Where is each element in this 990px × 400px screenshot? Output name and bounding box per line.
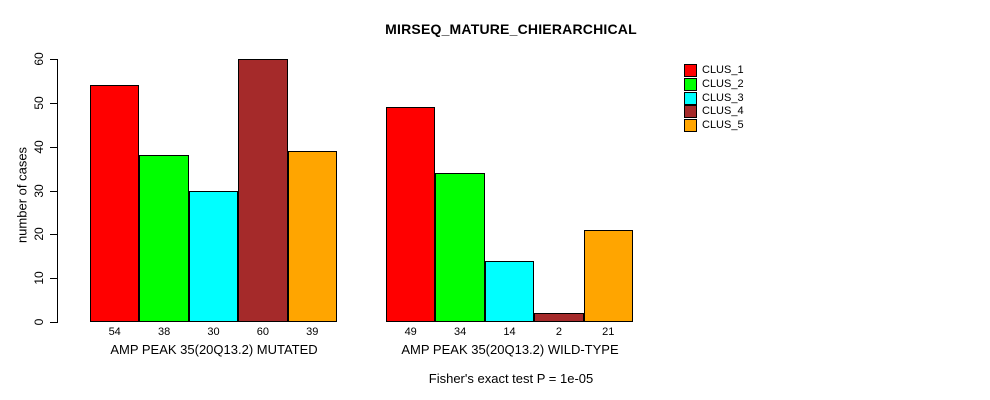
- bar-value-label: 54: [108, 326, 121, 338]
- legend-item: CLUS_1: [684, 64, 744, 77]
- y-tick-label: 0: [32, 318, 46, 326]
- y-axis-tick: [50, 278, 57, 280]
- y-axis-tick: [50, 102, 57, 104]
- legend-label: CLUS_5: [702, 119, 744, 132]
- legend-item: CLUS_4: [684, 105, 744, 119]
- legend-swatch-clus_3: [684, 91, 697, 105]
- y-tick-label: 50: [32, 96, 46, 110]
- y-axis-tick: [50, 234, 57, 236]
- bar-value-label: 30: [207, 326, 220, 338]
- bar-clus_3-group2: [484, 260, 535, 322]
- legend-item: CLUS_5: [684, 119, 744, 133]
- bar-value-label: 39: [306, 326, 319, 338]
- bar-value-label: 38: [157, 326, 171, 338]
- bar-clus_2-group2: [435, 172, 485, 322]
- bar-clus_5-group2: [583, 229, 633, 322]
- y-axis-line: [57, 59, 58, 323]
- y-tick-label: 30: [32, 183, 46, 198]
- legend-label: CLUS_4: [702, 105, 744, 118]
- legend-label: CLUS_3: [702, 91, 744, 104]
- legend-swatch-clus_1: [684, 64, 697, 77]
- x-group-label-wildtype: AMP PEAK 35(20Q13.2) WILD-TYPE: [401, 342, 619, 357]
- bar-value-label: 21: [602, 326, 615, 338]
- bar-value-label: 60: [256, 326, 269, 338]
- legend: CLUS_1 CLUS_2 CLUS_3 CLUS_4 CLUS_5: [684, 64, 804, 144]
- y-axis-label: number of cases: [14, 146, 30, 244]
- legend-label: CLUS_2: [702, 77, 744, 90]
- bar-clus_5-group1: [287, 151, 337, 322]
- legend-swatch-clus_2: [684, 77, 697, 91]
- bar-clus_1-group1: [90, 85, 140, 322]
- y-axis-tick: [50, 190, 57, 192]
- bar-clus_2-group1: [139, 155, 189, 322]
- chart-title: MIRSEQ_MATURE_CHIERARCHICAL: [385, 21, 637, 37]
- bar-value-label: 2: [555, 326, 562, 338]
- bar-clus_4-group1: [238, 59, 288, 322]
- bar-value-label: 14: [503, 326, 516, 338]
- bar-value-label: 34: [453, 326, 467, 338]
- y-axis-tick: [50, 146, 57, 148]
- bar-clus_4-group2: [534, 313, 584, 322]
- legend-label: CLUS_1: [702, 64, 744, 76]
- x-group-label-mutated: AMP PEAK 35(20Q13.2) MUTATED: [110, 342, 318, 357]
- legend-item: CLUS_2: [684, 77, 744, 91]
- y-tick-label: 60: [32, 52, 46, 66]
- bar-clus_3-group1: [188, 190, 239, 322]
- legend-swatch-clus_5: [684, 119, 697, 133]
- y-tick-label: 20: [32, 227, 46, 242]
- y-tick-label: 10: [32, 271, 46, 285]
- legend-item: CLUS_3: [684, 91, 744, 105]
- legend-swatch-clus_4: [684, 105, 697, 119]
- y-axis-tick: [50, 322, 57, 323]
- bar-value-label: 49: [404, 326, 417, 338]
- bar-clus_1-group2: [386, 107, 436, 322]
- y-axis-tick: [50, 59, 57, 60]
- fisher-test-annotation: Fisher's exact test P = 1e-05: [428, 371, 594, 386]
- y-tick-label: 40: [32, 139, 46, 154]
